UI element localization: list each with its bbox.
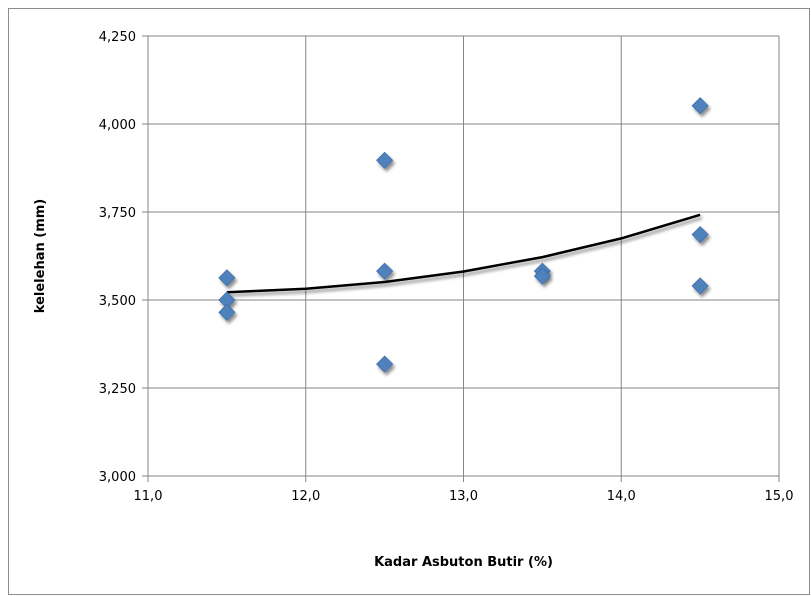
data-point <box>218 303 236 321</box>
data-point <box>691 277 709 295</box>
data-point <box>218 269 236 287</box>
y-tick-label: 4,000 <box>99 118 136 133</box>
chart-area <box>8 8 810 595</box>
x-tick-label: 13,0 <box>449 489 478 504</box>
y-tick-label: 3,750 <box>99 206 136 221</box>
data-point <box>376 262 394 280</box>
x-tick-label: 12,0 <box>291 489 320 504</box>
y-tick-label: 3,250 <box>99 382 136 397</box>
x-axis-title: Kadar Asbuton Butir (%) <box>374 555 553 570</box>
data-point <box>533 267 551 285</box>
data-point <box>376 151 394 169</box>
data-point <box>376 355 394 373</box>
data-points-layer <box>218 97 709 373</box>
y-axis-title: kelelehan (mm) <box>33 199 48 313</box>
y-tick-label: 4,250 <box>99 30 136 45</box>
x-tick-label: 11,0 <box>134 489 163 504</box>
x-tick-label: 15,0 <box>765 489 794 504</box>
x-tick-label: 14,0 <box>607 489 636 504</box>
tick-labels-layer: 3,000 3,250 3,500 3,750 4,000 4,250 11,0 12,0 13… <box>99 30 794 504</box>
grid-lines <box>142 35 780 482</box>
y-tick-label: 3,000 <box>99 470 136 485</box>
data-point <box>691 97 709 115</box>
y-tick-label: 3,500 <box>99 294 136 309</box>
trendline-layer <box>226 213 701 294</box>
trendline <box>226 213 701 294</box>
data-point <box>691 225 709 244</box>
